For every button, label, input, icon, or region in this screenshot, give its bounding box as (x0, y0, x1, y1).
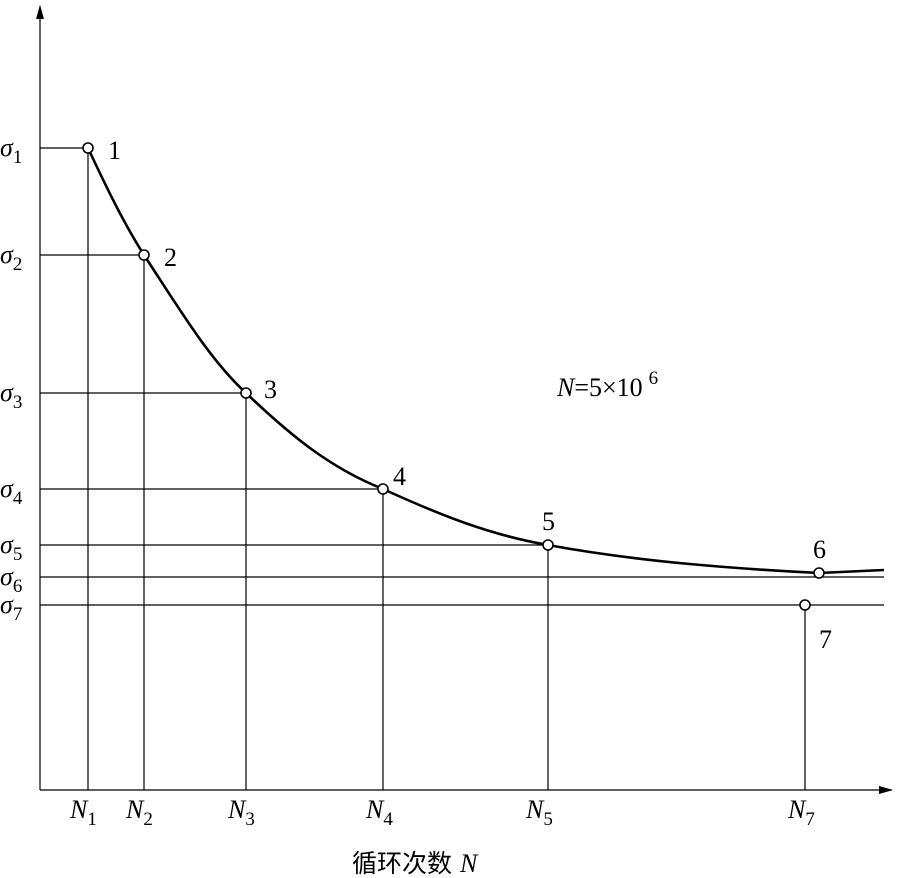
x-label: N7 (787, 795, 815, 830)
y-label-sub: 1 (13, 147, 23, 168)
y-label-sub: 3 (13, 392, 23, 413)
x-label: N2 (125, 795, 153, 830)
y-label: σ5 (0, 530, 22, 565)
point-label: 4 (393, 462, 406, 491)
s-n-curve (86, 147, 885, 575)
x-label-sub: 7 (805, 809, 815, 830)
point-label: 2 (164, 243, 177, 272)
x-label-symbol: N (125, 795, 145, 824)
y-label-sub: 6 (13, 576, 23, 597)
test-point (377, 483, 389, 495)
x-label-sub: 1 (87, 809, 97, 830)
point-label: 6 (813, 535, 826, 564)
y-label-sub: 7 (13, 604, 23, 625)
y-label: σ4 (0, 474, 23, 509)
annotation-rest: =5×10 (574, 373, 642, 402)
x-label-symbol: N (787, 795, 807, 824)
y-label-symbol: σ (0, 590, 14, 619)
y-label-sub: 2 (13, 254, 23, 275)
annotation-var: N (556, 373, 576, 402)
point-label: 3 (264, 375, 277, 404)
x-axis-label-text: 循环次数 (352, 849, 452, 878)
x-label: N5 (525, 795, 553, 830)
x-label: N4 (365, 795, 393, 830)
x-label-sub: 2 (143, 809, 153, 830)
point-label: 1 (108, 136, 121, 165)
x-label-symbol: N (525, 795, 545, 824)
annotation-exp: 6 (649, 368, 659, 389)
annotation: N=5×10 6 (556, 368, 658, 402)
x-label-sub: 3 (245, 809, 255, 830)
y-label: σ3 (0, 378, 22, 413)
x-label-symbol: N (365, 795, 385, 824)
test-point (813, 567, 825, 579)
y-label: σ2 (0, 240, 22, 275)
y-label-symbol: σ (0, 530, 14, 559)
test-point (138, 249, 150, 261)
y-label-sub: 5 (13, 544, 23, 565)
x-label: N1 (69, 795, 97, 830)
y-label-symbol: σ (0, 562, 14, 591)
y-label-symbol: σ (0, 474, 14, 503)
y-label: σ7 (0, 590, 22, 625)
x-label-symbol: N (227, 795, 247, 824)
x-label-sub: 5 (543, 809, 553, 830)
test-point (240, 387, 252, 399)
y-label-sub: 4 (13, 488, 23, 509)
test-point (799, 599, 811, 611)
y-label-symbol: σ (0, 133, 14, 162)
test-point (542, 539, 554, 551)
y-label: σ6 (0, 562, 22, 597)
point-label: 7 (819, 625, 832, 654)
y-label: σ1 (0, 133, 22, 168)
point-label: 5 (542, 507, 555, 536)
x-axis-label-var: N (459, 849, 479, 878)
x-label-sub: 4 (383, 809, 393, 830)
x-axis-label: 循环次数 N (352, 849, 479, 878)
test-point (82, 142, 94, 154)
y-label-symbol: σ (0, 378, 14, 407)
y-label-symbol: σ (0, 240, 14, 269)
x-label: N3 (227, 795, 255, 830)
x-label-symbol: N (69, 795, 89, 824)
